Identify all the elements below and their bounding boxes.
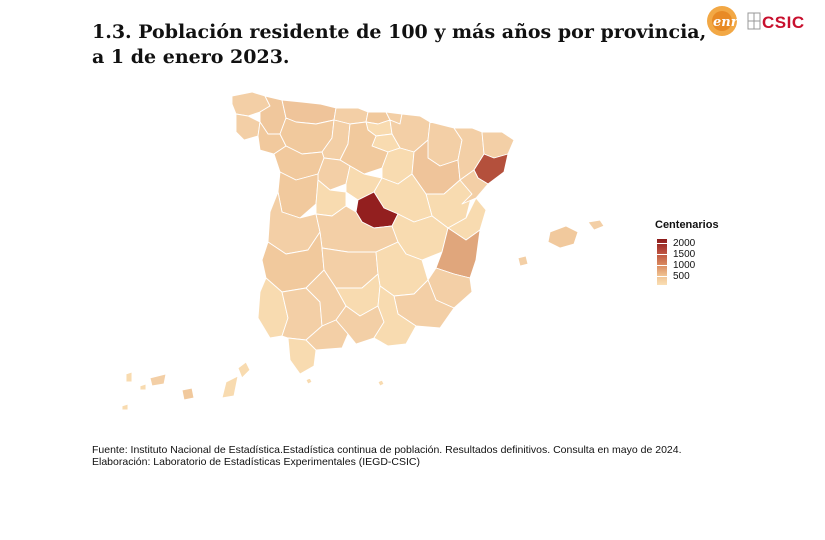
province-canarias-fuerteventura bbox=[221, 375, 239, 399]
legend-tick-2000: 2000 bbox=[673, 238, 696, 249]
province-girona bbox=[481, 131, 515, 159]
province-baleares-ibiza bbox=[517, 255, 529, 267]
legend-tick-500: 500 bbox=[673, 271, 690, 282]
footer-credit: Elaboración: Laboratorio de Estadísticas… bbox=[92, 456, 420, 468]
footer-source: Fuente: Instituto Nacional de Estadístic… bbox=[92, 444, 682, 456]
legend-tick-mark bbox=[657, 254, 667, 255]
legend-tick-mark bbox=[657, 276, 667, 277]
svg-text:enr: enr bbox=[713, 15, 739, 30]
province-canarias-gran-canaria bbox=[181, 387, 195, 401]
legend-title: Centenarios bbox=[655, 219, 719, 231]
province-tarragona bbox=[459, 169, 489, 205]
province-baleares-menorca bbox=[587, 219, 605, 231]
province-cuenca bbox=[391, 213, 449, 261]
title-line-1: 1.3. Población residente de 100 y más añ… bbox=[92, 21, 707, 43]
province-canarias-el-hierro bbox=[121, 403, 129, 411]
legend-tick-1500: 1500 bbox=[673, 249, 696, 260]
legend-colorbar bbox=[657, 239, 667, 285]
province-canarias-tenerife bbox=[149, 373, 167, 387]
legend-tick-mark bbox=[657, 243, 667, 244]
province-ceuta bbox=[305, 377, 313, 385]
csic-shield-icon bbox=[747, 12, 761, 30]
enr-logo-icon: enr bbox=[707, 6, 739, 36]
title-line-2: a 1 de enero 2023. bbox=[92, 46, 290, 68]
province-canarias-la-gomera bbox=[139, 383, 147, 391]
province-canarias-la-palma bbox=[125, 371, 133, 383]
legend-tick-1000: 1000 bbox=[673, 260, 696, 271]
spain-province-map bbox=[121, 91, 605, 411]
chart-title: 1.3. Población residente de 100 y más añ… bbox=[92, 20, 707, 70]
csic-logo-text: CSIC bbox=[762, 13, 805, 32]
province-canarias-lanzarote bbox=[237, 361, 251, 379]
legend: Centenarios 2000 1500 1000 500 bbox=[655, 219, 745, 285]
province-baleares-mallorca bbox=[547, 225, 579, 249]
province-almeria bbox=[373, 285, 417, 347]
footer: Fuente: Instituto Nacional de Estadístic… bbox=[92, 444, 682, 468]
province-melilla bbox=[377, 379, 385, 387]
legend-tick-mark bbox=[657, 265, 667, 266]
logos: enr CSIC bbox=[705, 4, 823, 38]
province-pontevedra bbox=[235, 113, 261, 141]
